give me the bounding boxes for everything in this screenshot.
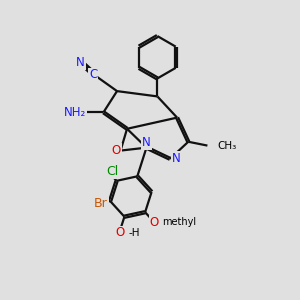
Text: Cl: Cl: [106, 164, 118, 178]
Text: O: O: [112, 144, 121, 157]
Text: N: N: [142, 136, 151, 149]
Text: C: C: [89, 68, 97, 81]
Text: O: O: [116, 226, 125, 239]
Text: Br: Br: [94, 197, 108, 210]
Text: CH₃: CH₃: [218, 141, 237, 151]
Text: -H: -H: [129, 228, 140, 238]
Text: N: N: [172, 152, 180, 165]
Text: NH₂: NH₂: [64, 106, 86, 119]
Text: N: N: [76, 56, 85, 69]
Text: O: O: [149, 215, 159, 229]
Text: methyl: methyl: [162, 217, 196, 227]
